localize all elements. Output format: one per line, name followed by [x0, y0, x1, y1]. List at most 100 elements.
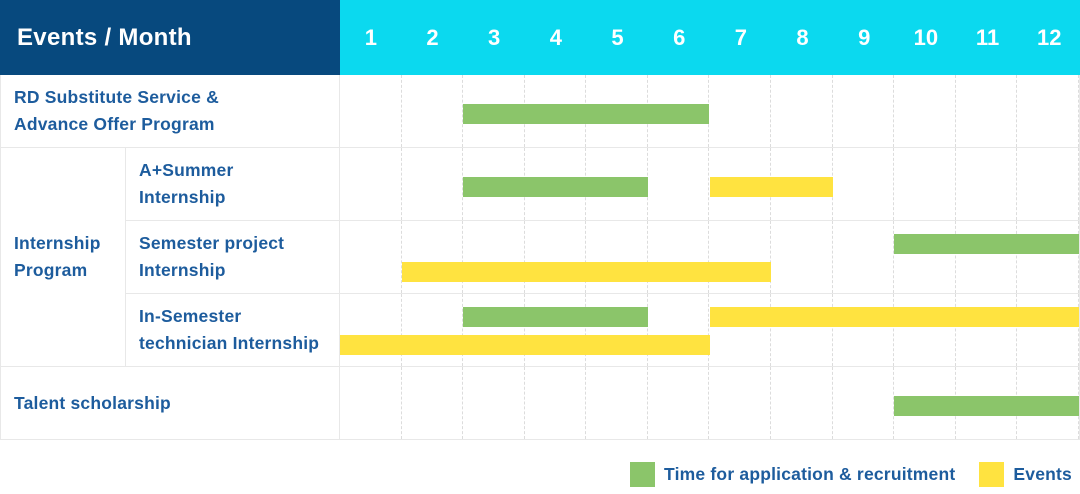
gantt-subrow: Semester project Internship	[126, 221, 1079, 294]
month-header-cell: 9	[858, 24, 871, 50]
gantt-bar-recruitment	[463, 307, 648, 327]
month-header-cell: 10	[913, 24, 939, 50]
month-column	[894, 294, 956, 366]
month-column	[402, 367, 464, 439]
group-subrows: A+Summer Internship Semester project Intern…	[126, 148, 1079, 367]
month-column	[648, 294, 710, 366]
month-column	[956, 148, 1018, 220]
row-label-line: Internship	[14, 233, 101, 253]
row-label: Talent scholarship	[1, 367, 340, 439]
month-header-cell: 6	[673, 24, 686, 50]
month-column	[463, 221, 525, 293]
month-column	[894, 221, 956, 293]
month-column	[833, 75, 895, 147]
month-column	[463, 294, 525, 366]
month-column	[340, 367, 402, 439]
row-label-line: Semester project	[139, 233, 285, 253]
month-header-cell: 4	[549, 24, 562, 50]
row-label: In-Semester technician Internship	[126, 294, 340, 366]
row-label-line: Internship	[139, 260, 226, 280]
month-column	[771, 294, 833, 366]
month-column	[648, 221, 710, 293]
month-column	[586, 294, 648, 366]
gantt-body: RD Substitute Service & Advance Offer Pro…	[0, 75, 1080, 440]
gantt-bar-event	[709, 177, 833, 197]
month-column	[709, 294, 772, 366]
month-column	[833, 221, 895, 293]
month-header-cell: 11	[975, 24, 1000, 50]
month-column	[709, 75, 772, 147]
page-title: Events / Month	[17, 23, 192, 51]
month-column	[956, 294, 1018, 366]
month-column	[771, 75, 833, 147]
month-column	[1017, 221, 1079, 293]
row-label-line: A+Summer	[139, 160, 234, 180]
gantt-bar-recruitment	[463, 104, 710, 124]
month-header-cell: 7	[734, 24, 747, 50]
month-column	[586, 367, 648, 439]
row-label: RD Substitute Service & Advance Offer Pro…	[1, 75, 340, 147]
table-header: Events / Month 1 2 3 4 5 6 7 8 9 10 11 12	[0, 0, 1080, 75]
gantt-subrow: A+Summer Internship	[126, 148, 1079, 221]
row-label: A+Summer Internship	[126, 148, 340, 220]
month-column	[1017, 148, 1079, 220]
month-column	[340, 75, 402, 147]
row-label-line: RD Substitute Service &	[14, 87, 219, 107]
gantt-bar-event	[709, 307, 1079, 327]
month-column	[463, 367, 525, 439]
month-column	[771, 221, 833, 293]
month-header-cell: 1	[364, 24, 377, 50]
month-column	[402, 148, 464, 220]
row-timeline	[340, 148, 1079, 220]
month-column	[956, 75, 1018, 147]
month-column	[340, 221, 402, 293]
month-column	[402, 221, 464, 293]
row-timeline	[340, 294, 1079, 366]
month-column	[525, 367, 587, 439]
row-label-line: technician Internship	[139, 333, 320, 353]
month-column	[1017, 75, 1079, 147]
month-column	[586, 221, 648, 293]
recruitment-color-swatch	[630, 462, 656, 487]
month-header-cell: 2	[426, 24, 439, 50]
gantt-bar-event	[340, 335, 710, 355]
month-header-cell: 5	[611, 24, 624, 50]
row-timeline	[340, 75, 1079, 147]
header-title-cell: Events / Month	[0, 0, 340, 75]
month-column	[833, 367, 895, 439]
month-header-row: 1 2 3 4 5 6 7 8 9 10 11 12	[340, 0, 1080, 75]
legend: Time for application & recruitment Event…	[630, 462, 1072, 487]
events-color-swatch	[979, 462, 1005, 487]
legend-item-recruitment: Time for application & recruitment	[630, 462, 955, 487]
gantt-bar-recruitment	[463, 177, 648, 197]
month-column	[402, 294, 464, 366]
row-label-line: Advance Offer Program	[14, 114, 215, 134]
gantt-bar-event	[401, 262, 772, 282]
row-label-line: In-Semester	[139, 306, 242, 326]
month-column	[709, 221, 772, 293]
month-header-cell: 8	[796, 24, 809, 50]
gantt-row: RD Substitute Service & Advance Offer Pro…	[1, 75, 1079, 148]
legend-item-events: Events	[979, 462, 1072, 487]
month-column	[648, 367, 710, 439]
row-label-line: Talent scholarship	[14, 392, 171, 413]
gantt-bar-recruitment	[894, 234, 1079, 254]
month-column	[894, 75, 956, 147]
month-column	[525, 294, 587, 366]
month-column	[525, 221, 587, 293]
row-label-line: Internship	[139, 187, 226, 207]
month-column	[340, 294, 402, 366]
month-header-cell: 12	[1036, 24, 1062, 50]
month-column	[771, 367, 833, 439]
gantt-subrow: In-Semester technician Internship	[126, 294, 1079, 367]
gantt-row-group: Internship Program A+Summer Internship Semes…	[1, 148, 1079, 367]
month-column	[402, 75, 464, 147]
legend-label: Time for application & recruitment	[664, 464, 956, 484]
month-column	[709, 367, 772, 439]
row-label-line: Program	[14, 260, 88, 280]
legend-label: Events	[1013, 464, 1072, 484]
month-column	[1017, 294, 1079, 366]
row-timeline	[340, 221, 1079, 293]
month-column	[648, 148, 710, 220]
